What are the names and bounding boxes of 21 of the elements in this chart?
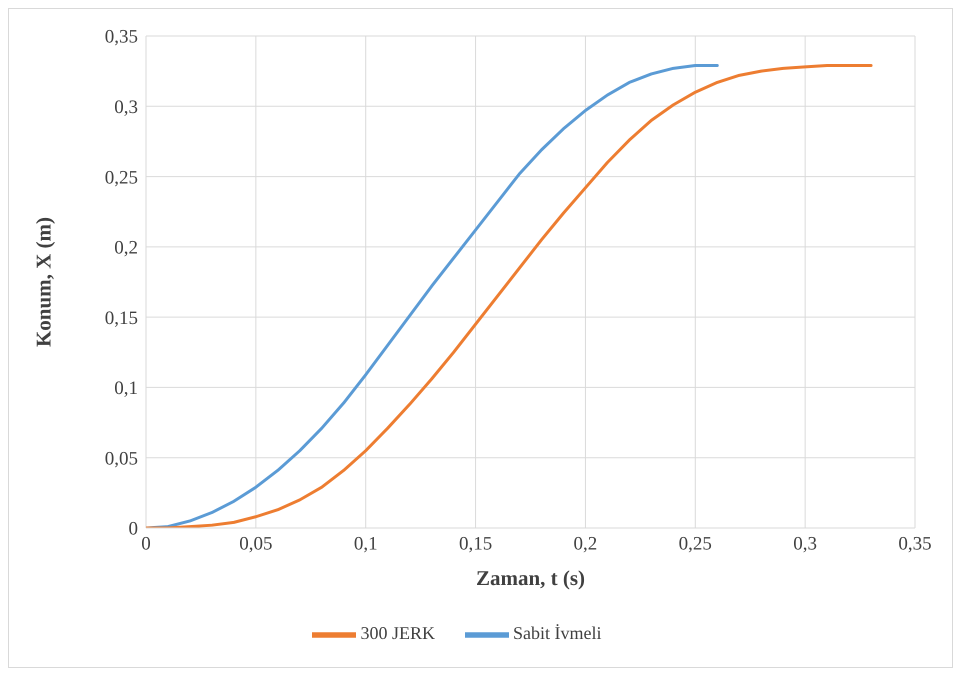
y-tick-label: 0,25 [104,167,138,188]
y-tick-label: 0,35 [104,26,138,48]
legend-label: Sabit İvmeli [513,623,602,644]
x-tick-label: 0,3 [793,533,818,554]
y-tick-label: 0,3 [114,97,138,118]
x-tick-label: 0,1 [354,533,378,554]
x-axis-title: Zaman, t (s) [476,566,586,590]
y-tick-label: 0,1 [114,378,138,400]
y-tick-label: 0 [128,518,138,540]
y-tick-label: 0,2 [114,238,138,259]
x-tick-label: 0,25 [678,533,712,554]
x-tick-label: 0,05 [239,533,272,554]
legend-label: 300 JERK [360,623,435,644]
x-tick-label: 0,2 [574,533,598,554]
y-tick-label: 0,05 [104,448,138,470]
y-tick-label: 0,15 [104,308,138,329]
x-tick-label: 0,15 [458,533,492,554]
x-tick-label: 0,35 [898,533,932,554]
line-series [146,64,873,528]
y-axis-title: Konum, X (m) [31,216,56,348]
x-tick-label: 0 [141,533,151,554]
